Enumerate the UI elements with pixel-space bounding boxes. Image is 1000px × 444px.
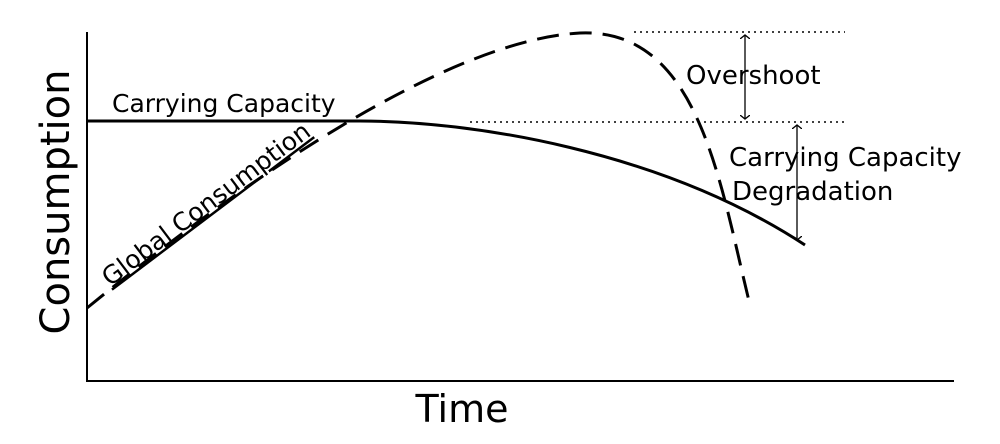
- overshoot-label: Overshoot: [686, 61, 821, 91]
- carrying-capacity-label: Carrying Capacity: [112, 89, 336, 118]
- x-axis-title: Time: [415, 387, 509, 431]
- degradation-label-line2: Degradation: [732, 177, 893, 207]
- y-axis-title: Consumption: [33, 70, 79, 335]
- global-consumption-label: Global Consumption: [96, 116, 316, 292]
- degradation-label-line1: Carrying Capacity: [729, 143, 962, 173]
- carrying-capacity-curve: [87, 119, 806, 247]
